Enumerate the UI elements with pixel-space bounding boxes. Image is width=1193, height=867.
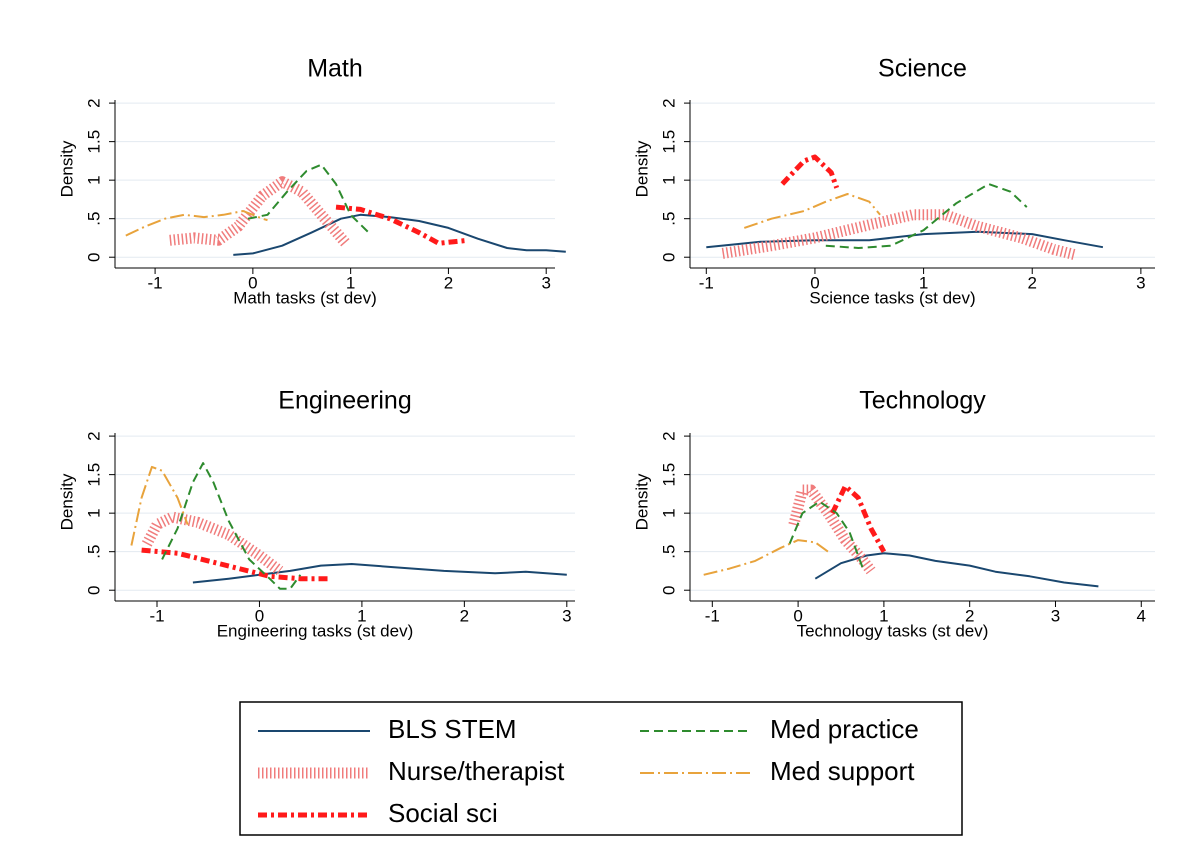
y-tick-label: 0 (84, 585, 103, 594)
y-tick-label: 2 (659, 431, 678, 440)
x-tick-label: 2 (1027, 273, 1036, 292)
y-tick-label: 2 (84, 98, 103, 107)
panel-title: Math (307, 55, 363, 83)
y-tick-label: .5 (659, 545, 678, 559)
y-tick-label: 1 (659, 508, 678, 517)
x-tick-label: 0 (810, 273, 819, 292)
y-axis-label: Density (632, 140, 651, 197)
y-tick-label: 0 (84, 252, 103, 261)
density-line (192, 563, 567, 584)
x-tick-label: -1 (149, 606, 164, 625)
y-tick-label: 1.5 (84, 463, 103, 487)
panel-title: Technology (859, 387, 986, 415)
x-tick-label: 3 (562, 606, 571, 625)
density-line (703, 539, 829, 576)
panel-title: Science (878, 55, 967, 83)
density-line (169, 176, 350, 247)
density-line (814, 552, 1099, 588)
density-line (788, 484, 876, 575)
y-tick-label: 1.5 (659, 463, 678, 487)
density-line (780, 154, 840, 189)
x-tick-label: 1 (879, 606, 888, 625)
x-tick-label: -1 (699, 273, 714, 292)
density-line (141, 547, 332, 582)
x-axis-label: Science tasks (st dev) (809, 288, 975, 307)
y-tick-label: 1 (84, 175, 103, 184)
density-line (743, 193, 881, 229)
y-tick-label: .5 (659, 212, 678, 226)
x-tick-label: 2 (460, 606, 469, 625)
density-line (130, 465, 189, 546)
y-tick-label: 0 (659, 585, 678, 594)
y-tick-label: 2 (84, 431, 103, 440)
panel-title: Engineering (278, 387, 411, 415)
density-line (825, 183, 1028, 249)
y-tick-label: 0 (659, 252, 678, 261)
density-line (335, 204, 469, 246)
x-axis-label: Math tasks (st dev) (233, 288, 377, 307)
x-tick-label: -1 (148, 273, 163, 292)
legend-label: BLS STEM (388, 714, 517, 744)
x-tick-label: 3 (1136, 273, 1145, 292)
y-axis-label: Density (57, 473, 76, 530)
y-tick-label: 1 (659, 175, 678, 184)
x-tick-label: 0 (793, 606, 802, 625)
density-line (141, 511, 284, 576)
x-axis-label: Technology tasks (st dev) (797, 621, 989, 640)
y-tick-label: 1 (84, 508, 103, 517)
x-tick-label: 2 (965, 606, 974, 625)
x-tick-label: -1 (705, 606, 720, 625)
y-tick-label: 1.5 (84, 130, 103, 154)
x-tick-label: 1 (919, 273, 928, 292)
y-tick-label: .5 (84, 545, 103, 559)
y-axis-label: Density (632, 473, 651, 530)
y-tick-label: .5 (84, 212, 103, 226)
y-axis-label: Density (57, 140, 76, 197)
legend-label: Nurse/therapist (388, 756, 565, 786)
x-tick-label: 1 (357, 606, 366, 625)
legend-label: Med support (770, 756, 915, 786)
density-line (247, 163, 371, 235)
legend-label: Social sci (388, 798, 498, 828)
y-tick-label: 2 (659, 98, 678, 107)
x-tick-label: 0 (248, 273, 257, 292)
x-tick-label: 3 (541, 273, 550, 292)
x-tick-label: 3 (1051, 606, 1060, 625)
density-line (233, 213, 566, 256)
x-tick-label: 2 (444, 273, 453, 292)
y-tick-label: 1.5 (659, 130, 678, 154)
density-line (788, 500, 864, 568)
density-line (830, 483, 887, 553)
x-tick-label: 4 (1137, 606, 1146, 625)
x-tick-label: 1 (346, 273, 355, 292)
density-line (161, 462, 302, 590)
legend-label: Med practice (770, 714, 919, 744)
x-axis-label: Engineering tasks (st dev) (217, 621, 414, 640)
density-line (721, 209, 1078, 261)
x-tick-label: 0 (255, 606, 264, 625)
density-line (125, 210, 268, 237)
